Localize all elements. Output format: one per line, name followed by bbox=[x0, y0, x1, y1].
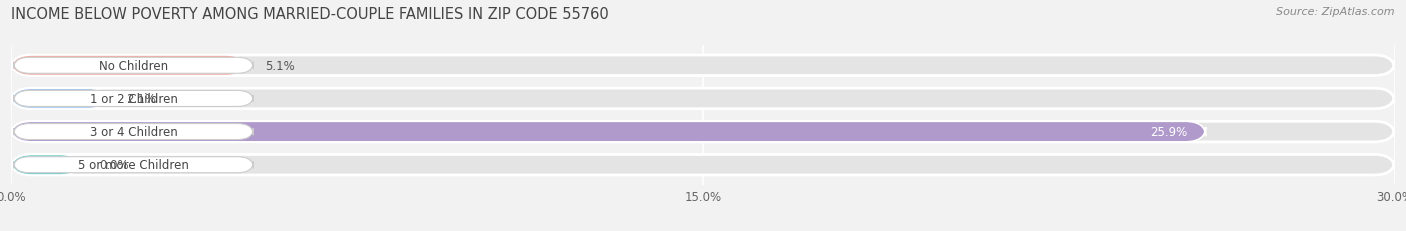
Text: INCOME BELOW POVERTY AMONG MARRIED-COUPLE FAMILIES IN ZIP CODE 55760: INCOME BELOW POVERTY AMONG MARRIED-COUPL… bbox=[11, 7, 609, 22]
FancyBboxPatch shape bbox=[11, 56, 246, 76]
FancyBboxPatch shape bbox=[14, 124, 253, 140]
FancyBboxPatch shape bbox=[11, 122, 1206, 142]
FancyBboxPatch shape bbox=[11, 155, 80, 175]
FancyBboxPatch shape bbox=[11, 56, 1395, 76]
Text: 1 or 2 Children: 1 or 2 Children bbox=[90, 93, 177, 106]
FancyBboxPatch shape bbox=[14, 58, 253, 74]
FancyBboxPatch shape bbox=[14, 91, 253, 107]
Text: 0.0%: 0.0% bbox=[98, 158, 128, 171]
Text: 3 or 4 Children: 3 or 4 Children bbox=[90, 125, 177, 138]
FancyBboxPatch shape bbox=[11, 89, 1395, 109]
Text: 25.9%: 25.9% bbox=[1150, 125, 1187, 138]
Text: No Children: No Children bbox=[98, 60, 169, 73]
FancyBboxPatch shape bbox=[11, 122, 1395, 142]
Text: Source: ZipAtlas.com: Source: ZipAtlas.com bbox=[1277, 7, 1395, 17]
Text: 5.1%: 5.1% bbox=[264, 60, 295, 73]
FancyBboxPatch shape bbox=[11, 155, 1395, 175]
Text: 5 or more Children: 5 or more Children bbox=[77, 158, 188, 171]
Text: 2.1%: 2.1% bbox=[127, 93, 156, 106]
FancyBboxPatch shape bbox=[11, 89, 108, 109]
FancyBboxPatch shape bbox=[14, 157, 253, 173]
